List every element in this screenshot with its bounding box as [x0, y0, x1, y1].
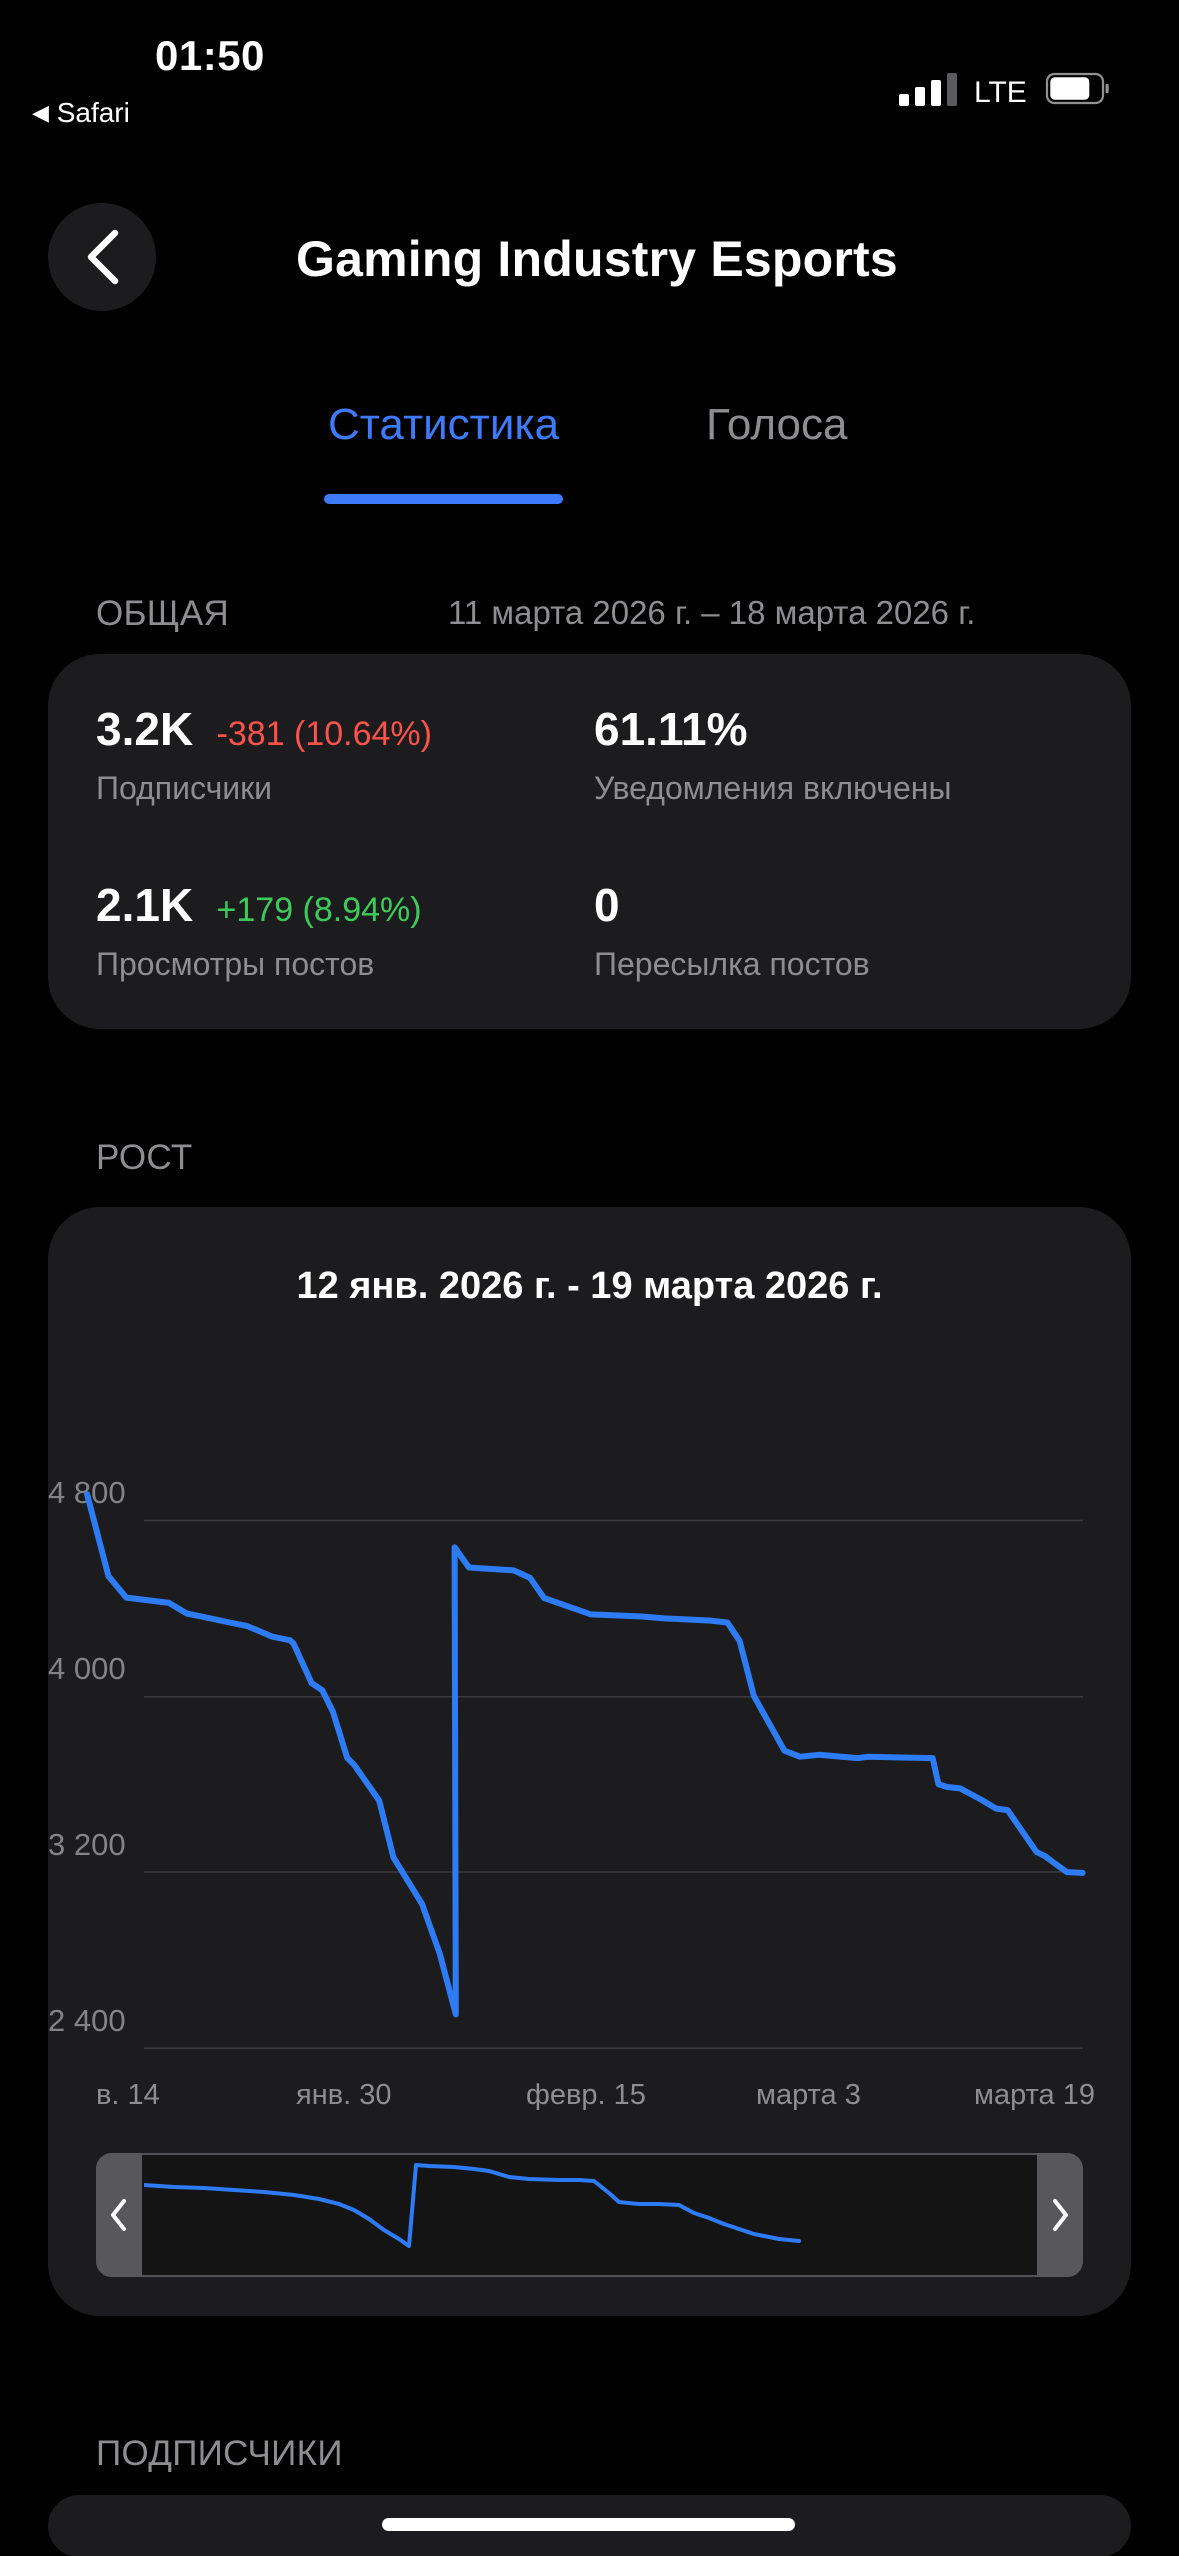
svg-text:4 000: 4 000: [48, 1651, 126, 1686]
svg-text:2 400: 2 400: [48, 2003, 126, 2038]
svg-text:LTE: LTE: [974, 76, 1027, 109]
svg-text:3 200: 3 200: [48, 1827, 126, 1862]
